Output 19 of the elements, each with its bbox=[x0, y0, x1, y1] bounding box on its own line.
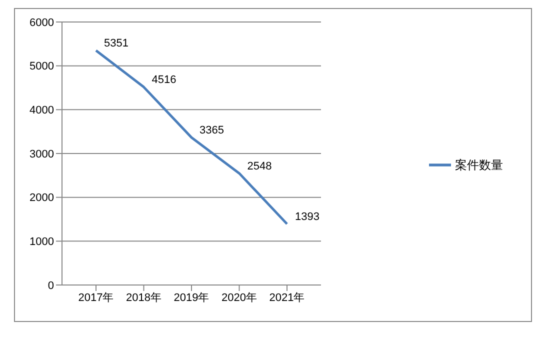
y-tick-label: 0 bbox=[48, 280, 54, 292]
y-tick-label: 5000 bbox=[30, 60, 54, 73]
x-tick-label: 2018年 bbox=[126, 292, 162, 304]
y-tick-label: 4000 bbox=[30, 104, 54, 117]
x-tick-label: 2020年 bbox=[222, 292, 257, 304]
y-tick-label: 2000 bbox=[30, 192, 54, 204]
data-label: 2548 bbox=[247, 160, 272, 172]
legend-label: 案件数量 bbox=[455, 158, 503, 172]
y-tick-label: 1000 bbox=[30, 236, 54, 248]
data-label: 5351 bbox=[104, 37, 128, 50]
x-tick-label: 2021年 bbox=[269, 292, 305, 304]
line-series bbox=[94, 49, 288, 226]
data-label: 1393 bbox=[295, 210, 320, 223]
y-tick-label: 6000 bbox=[30, 16, 54, 29]
data-label: 4516 bbox=[152, 74, 176, 86]
y-tick-label: 3000 bbox=[30, 148, 54, 160]
x-tick-label: 2019年 bbox=[174, 292, 210, 304]
x-tick-label: 2017年 bbox=[78, 292, 114, 304]
data-label: 3365 bbox=[200, 124, 224, 136]
